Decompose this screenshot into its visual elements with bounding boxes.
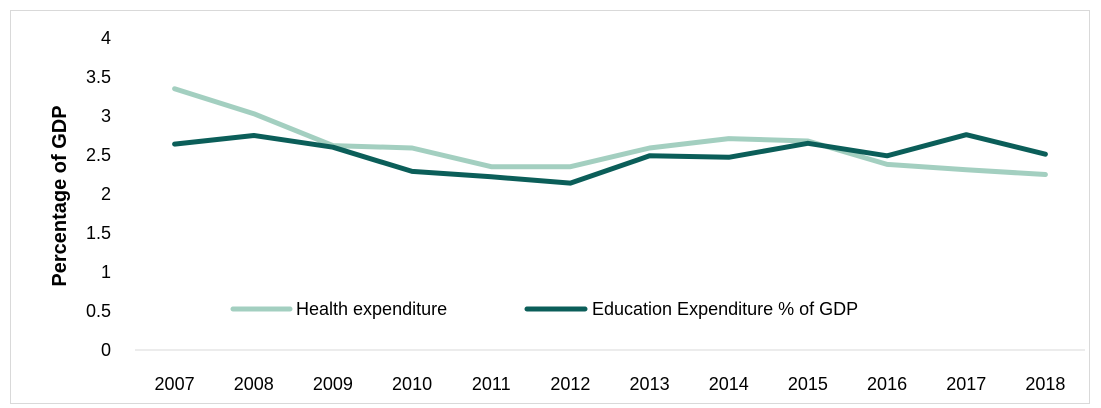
series-lines [172, 86, 1048, 186]
y-tick-label: 2 [101, 184, 111, 204]
x-tick-label: 2017 [946, 374, 986, 394]
x-tick-label: 2010 [392, 374, 432, 394]
y-tick-label: 3.5 [86, 67, 111, 87]
legend: Health expenditure Education Expenditure … [230, 299, 858, 319]
y-tick-label: 0 [101, 340, 111, 360]
y-tick-label: 2.5 [86, 145, 111, 165]
y-axis-label: Percentage of GDP [49, 105, 71, 286]
chart-frame [10, 10, 1090, 404]
y-tick-label: 1.5 [86, 223, 111, 243]
legend-label: Health expenditure [296, 299, 447, 319]
x-tick-label: 2016 [867, 374, 907, 394]
x-tick-label: 2011 [472, 374, 511, 394]
x-tick-label: 2013 [630, 374, 670, 394]
x-tick-label: 2009 [313, 374, 353, 394]
y-tick-label: 1 [101, 262, 111, 282]
x-tick-label: 2007 [155, 374, 195, 394]
series-line-education-expenditure [172, 132, 1048, 186]
y-tick-label: 3 [101, 106, 111, 126]
x-axis-ticks: 2007 2008 2009 2010 2011 2012 2013 2014 2015 2016… [155, 374, 1066, 394]
y-tick-label: 4 [101, 28, 111, 48]
series-line-health-expenditure [172, 86, 1048, 177]
x-tick-label: 2018 [1025, 374, 1065, 394]
x-tick-label: 2008 [234, 374, 274, 394]
x-tick-label: 2012 [550, 374, 590, 394]
legend-label: Education Expenditure % of GDP [592, 299, 858, 319]
y-axis-ticks: 0 0.5 1 1.5 2 2.5 3 3.5 4 [86, 28, 111, 360]
y-tick-label: 0.5 [86, 301, 111, 321]
x-tick-label: 2015 [788, 374, 828, 394]
x-tick-label: 2014 [709, 374, 749, 394]
